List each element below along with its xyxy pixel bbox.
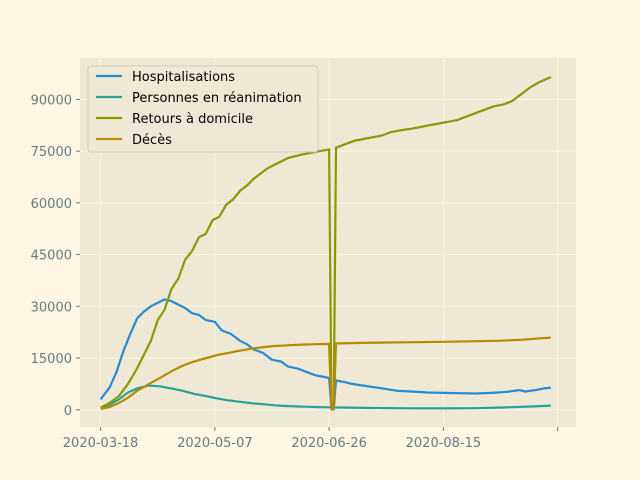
x-tick-label: 2020-08-15 xyxy=(406,436,482,451)
y-tick-label: 90000 xyxy=(31,93,72,108)
x-tick-label: 2020-03-18 xyxy=(63,436,139,451)
legend: Hospitalisations Personnes en réanimation… xyxy=(87,65,319,153)
series-lines xyxy=(99,75,552,411)
y-tick-label: 45000 xyxy=(31,249,72,264)
y-tick-label: 15000 xyxy=(31,352,72,367)
legend-label: Décès xyxy=(132,133,172,148)
legend-box xyxy=(87,65,319,153)
y-axis: 0 15000 30000 45000 60000 75000 90000 xyxy=(31,93,80,419)
y-tick-label: 30000 xyxy=(31,300,72,315)
series-line xyxy=(100,336,551,411)
x-tick-label: 2020-05-07 xyxy=(177,436,253,451)
legend-label: Personnes en réanimation xyxy=(132,91,302,106)
series-line xyxy=(99,298,552,411)
y-tick-label: 0 xyxy=(64,404,72,419)
legend-label: Retours à domicile xyxy=(132,112,253,127)
series-line xyxy=(100,384,551,410)
y-tick-label: 75000 xyxy=(31,145,72,160)
y-tick-label: 60000 xyxy=(31,197,72,212)
x-tick-label: 2020-06-26 xyxy=(291,436,367,451)
series-line xyxy=(100,75,552,409)
legend-label: Hospitalisations xyxy=(132,70,235,85)
x-axis: 2020-03-18 2020-05-07 2020-06-26 2020-08-15 xyxy=(63,427,559,451)
